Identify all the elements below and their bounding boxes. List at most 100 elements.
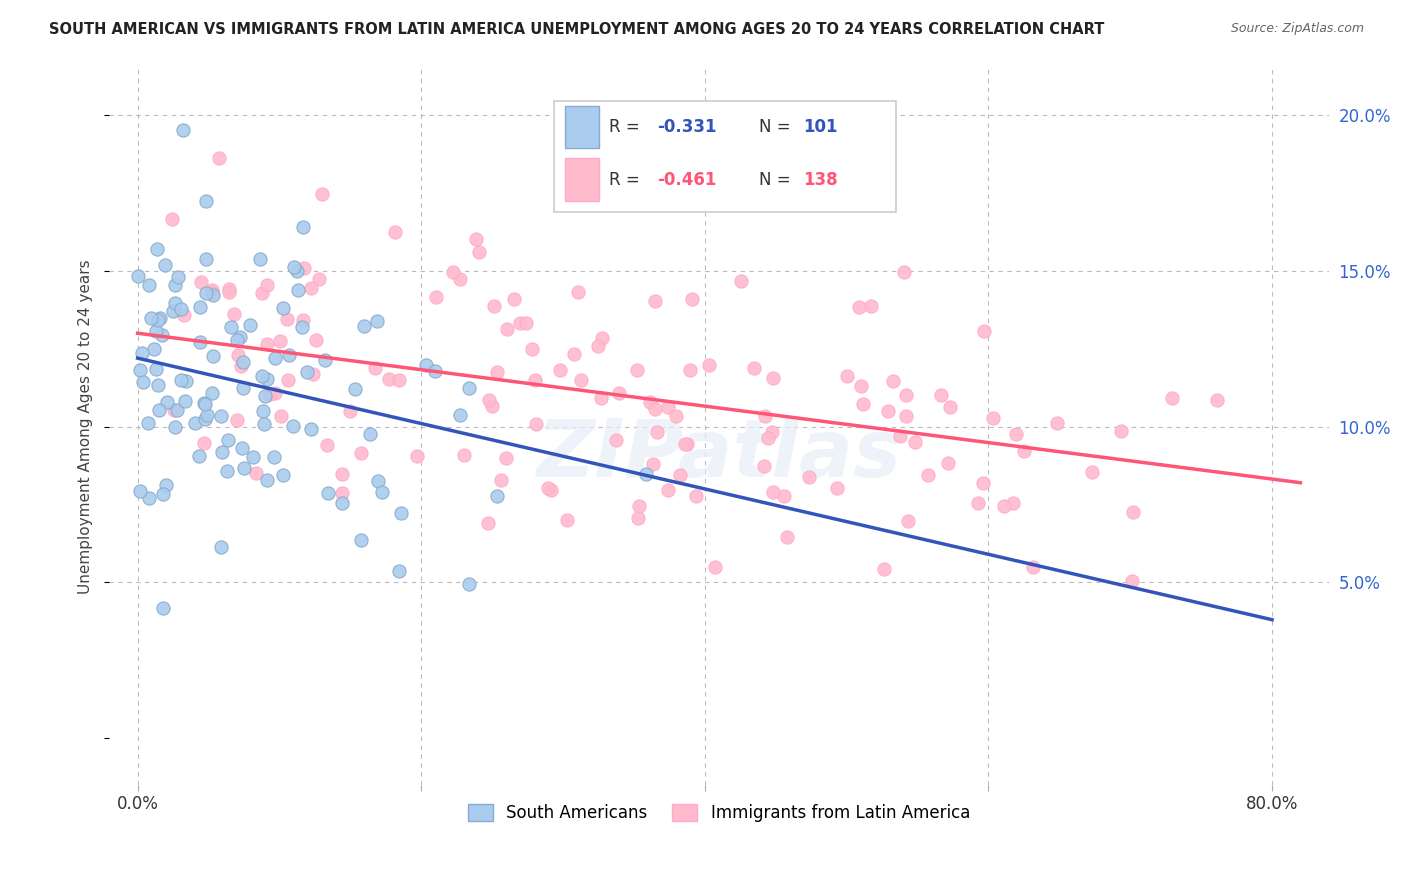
Point [973, 324, 995, 338]
Point [754, 459, 776, 474]
Point [249, 252, 271, 266]
Point [458, 381, 481, 395]
Point [245, 466, 267, 480]
Point [423, 364, 446, 378]
Point [1012, 444, 1035, 458]
Point [174, 374, 197, 388]
Point [194, 252, 217, 267]
Point [489, 473, 512, 487]
Point [389, 506, 412, 520]
Point [415, 359, 437, 373]
Point [1109, 424, 1132, 438]
Point [644, 401, 666, 416]
Point [127, 268, 149, 283]
Point [194, 397, 217, 411]
Point [155, 478, 177, 492]
Legend: South Americans, Immigrants from Latin America: South Americans, Immigrants from Latin A… [460, 796, 979, 830]
Point [201, 385, 224, 400]
Point [468, 244, 491, 259]
Point [308, 272, 330, 286]
Point [129, 363, 152, 377]
Point [852, 397, 875, 411]
Point [138, 491, 160, 506]
Point [1160, 392, 1182, 406]
Point [242, 450, 264, 465]
Point [253, 417, 276, 431]
Point [302, 367, 325, 381]
Point [537, 481, 560, 495]
Point [929, 388, 952, 402]
Point [515, 317, 537, 331]
Point [1021, 559, 1043, 574]
Point [668, 467, 690, 482]
Text: SOUTH AMERICAN VS IMMIGRANTS FROM LATIN AMERICA UNEMPLOYMENT AMONG AGES 20 TO 24: SOUTH AMERICAN VS IMMIGRANTS FROM LATIN … [49, 22, 1105, 37]
Point [524, 373, 547, 387]
Point [350, 533, 373, 548]
Point [742, 360, 765, 375]
Point [673, 437, 696, 451]
Point [371, 485, 394, 500]
Point [239, 318, 262, 333]
Point [591, 391, 613, 405]
Point [256, 371, 278, 385]
Y-axis label: Unemployment Among Ages 20 to 24 years: Unemployment Among Ages 20 to 24 years [79, 260, 93, 594]
Point [1001, 496, 1024, 510]
Point [1080, 465, 1102, 479]
Point [277, 349, 299, 363]
Point [195, 194, 218, 208]
Point [129, 483, 152, 498]
Point [860, 300, 883, 314]
Point [638, 395, 661, 409]
Point [148, 403, 170, 417]
Point [316, 485, 339, 500]
Point [211, 444, 233, 458]
Point [259, 386, 281, 401]
Point [291, 320, 314, 334]
Point [291, 312, 314, 326]
Point [256, 473, 278, 487]
Point [287, 283, 309, 297]
Point [645, 425, 668, 439]
Point [464, 232, 486, 246]
Point [138, 278, 160, 293]
Point [1046, 416, 1069, 430]
Point [981, 410, 1004, 425]
Point [226, 413, 249, 427]
Point [967, 496, 990, 510]
Point [897, 514, 920, 528]
Point [754, 409, 776, 423]
Point [209, 409, 232, 424]
Point [332, 467, 354, 482]
Point [495, 322, 517, 336]
Point [893, 265, 915, 279]
Point [136, 416, 159, 430]
Point [190, 276, 212, 290]
Point [276, 312, 298, 326]
Point [540, 483, 562, 497]
Point [762, 371, 785, 385]
Point [270, 409, 292, 423]
Point [291, 220, 314, 235]
Point [229, 359, 252, 373]
Point [873, 562, 896, 576]
Point [162, 211, 184, 226]
Point [146, 378, 169, 392]
Point [384, 226, 406, 240]
Point [485, 489, 508, 503]
Point [628, 499, 651, 513]
Point [232, 461, 254, 475]
Point [209, 540, 232, 554]
Point [641, 458, 664, 472]
Point [634, 467, 657, 482]
Point [145, 362, 167, 376]
Point [605, 434, 627, 448]
Point [269, 334, 291, 349]
Point [285, 264, 308, 278]
Point [187, 449, 209, 463]
Point [894, 409, 917, 424]
Point [167, 269, 190, 284]
Point [353, 318, 375, 333]
Point [762, 485, 785, 500]
Point [626, 363, 648, 377]
Point [851, 378, 873, 392]
